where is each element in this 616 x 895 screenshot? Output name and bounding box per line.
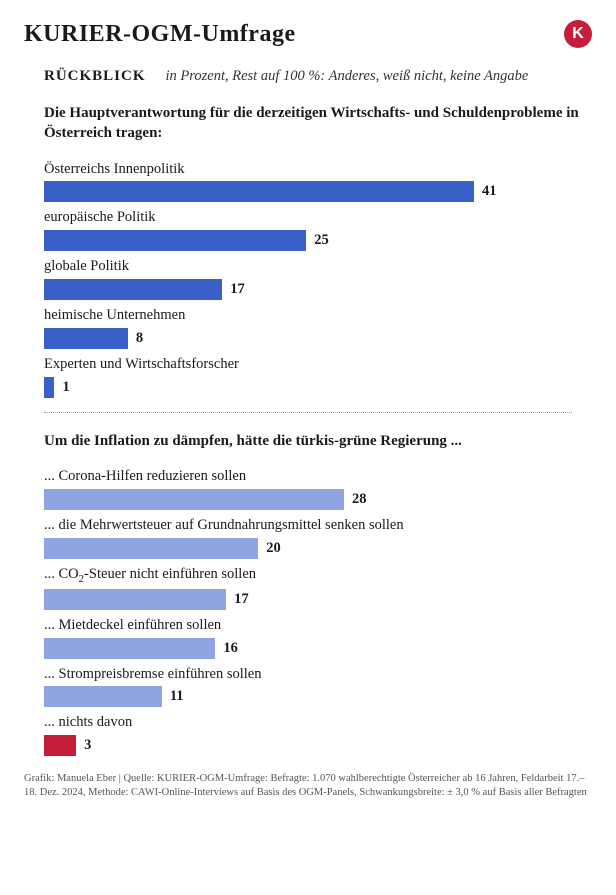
bar-container: 11 xyxy=(44,686,592,707)
bar-container: 20 xyxy=(44,538,592,559)
footer-text: Grafik: Manuela Eber | Quelle: KURIER-OG… xyxy=(24,772,592,800)
bar-label: ... Strompreisbremse einführen sollen xyxy=(44,665,592,684)
bar-row: heimische Unternehmen 8 xyxy=(44,306,592,349)
bar-row: ... Corona-Hilfen reduzieren sollen 28 xyxy=(44,467,592,510)
bar-container: 1 xyxy=(44,377,592,398)
chart1: Österreichs Innenpolitik 41 europäische Po… xyxy=(24,160,592,398)
bar-container: 16 xyxy=(44,638,592,659)
bar xyxy=(44,589,226,610)
bar-label: Experten und Wirtschaftsforscher xyxy=(44,355,592,374)
bar-row: Österreichs Innenpolitik 41 xyxy=(44,160,592,203)
bar-label: ... Corona-Hilfen reduzieren sollen xyxy=(44,467,592,486)
divider xyxy=(44,412,572,413)
bar-value: 8 xyxy=(136,330,143,347)
bar-container: 3 xyxy=(44,735,592,756)
bar-value: 11 xyxy=(170,688,184,705)
bar xyxy=(44,489,344,510)
bar-container: 8 xyxy=(44,328,592,349)
bar-value: 17 xyxy=(230,281,245,298)
bar xyxy=(44,686,162,707)
bar-row: europäische Politik 25 xyxy=(44,208,592,251)
bar-value: 20 xyxy=(266,540,281,557)
bar-value: 1 xyxy=(62,379,69,396)
bar xyxy=(44,538,258,559)
bar-container: 17 xyxy=(44,279,592,300)
bar xyxy=(44,638,215,659)
bar-label: globale Politik xyxy=(44,257,592,276)
bar xyxy=(44,328,128,349)
header: KURIER-OGM-Umfrage K xyxy=(24,20,592,48)
bar-row: ... CO2-Steuer nicht einführen sollen 17 xyxy=(44,565,592,610)
chart2: ... Corona-Hilfen reduzieren sollen 28...… xyxy=(24,467,592,756)
sub-header: RÜCKBLICK in Prozent, Rest auf 100 %: An… xyxy=(24,68,592,85)
bar-value: 16 xyxy=(223,640,238,657)
chart2-question: Um die Inflation zu dämpfen, hätte die t… xyxy=(24,431,592,451)
bar-label: europäische Politik xyxy=(44,208,592,227)
bar-label: ... Mietdeckel einführen sollen xyxy=(44,616,592,635)
bar-label: heimische Unternehmen xyxy=(44,306,592,325)
bar-label: Österreichs Innenpolitik xyxy=(44,160,592,179)
bar-row: ... Strompreisbremse einführen sollen 11 xyxy=(44,665,592,708)
section-note: in Prozent, Rest auf 100 %: Anderes, wei… xyxy=(166,68,529,85)
bar-value: 25 xyxy=(314,232,329,249)
bar-value: 28 xyxy=(352,491,367,508)
bar-row: ... nichts davon 3 xyxy=(44,713,592,756)
bar xyxy=(44,377,54,398)
bar xyxy=(44,735,76,756)
bar-value: 3 xyxy=(84,737,91,754)
bar-value: 17 xyxy=(234,591,249,608)
bar-label: ... CO2-Steuer nicht einführen sollen xyxy=(44,565,592,586)
logo-text: K xyxy=(572,25,584,43)
chart1-question: Die Hauptverantwortung für die derzeitig… xyxy=(24,103,592,144)
main-title: KURIER-OGM-Umfrage xyxy=(24,21,296,48)
bar-container: 28 xyxy=(44,489,592,510)
bar-row: globale Politik 17 xyxy=(44,257,592,300)
bar-container: 17 xyxy=(44,589,592,610)
bar xyxy=(44,181,474,202)
bar-container: 25 xyxy=(44,230,592,251)
bar-row: ... die Mehrwertsteuer auf Grundnahrungs… xyxy=(44,516,592,559)
section-label: RÜCKBLICK xyxy=(44,68,146,85)
logo-badge: K xyxy=(564,20,592,48)
bar-row: Experten und Wirtschaftsforscher 1 xyxy=(44,355,592,398)
bar-row: ... Mietdeckel einführen sollen 16 xyxy=(44,616,592,659)
bar xyxy=(44,279,222,300)
bar xyxy=(44,230,306,251)
bar-label: ... die Mehrwertsteuer auf Grundnahrungs… xyxy=(44,516,592,535)
bar-label: ... nichts davon xyxy=(44,713,592,732)
bar-container: 41 xyxy=(44,181,592,202)
bar-value: 41 xyxy=(482,183,497,200)
